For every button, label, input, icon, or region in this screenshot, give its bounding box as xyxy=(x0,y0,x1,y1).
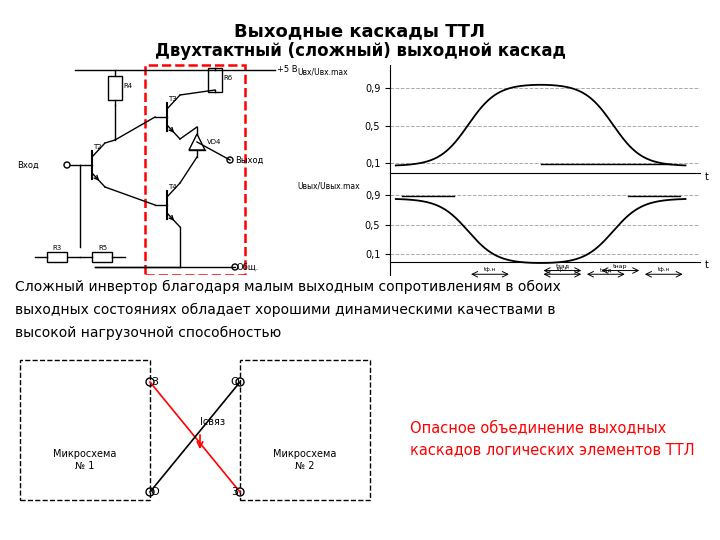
Text: R5: R5 xyxy=(98,245,107,251)
Text: R3: R3 xyxy=(53,245,62,251)
Text: Iсвяз: Iсвяз xyxy=(200,417,225,427)
Bar xyxy=(48,252,68,262)
Text: 3: 3 xyxy=(151,377,158,387)
Text: R4: R4 xyxy=(123,83,132,89)
Bar xyxy=(108,76,122,99)
Text: t: t xyxy=(704,260,708,271)
Text: R6: R6 xyxy=(223,75,233,81)
Text: O: O xyxy=(230,377,239,387)
Text: tзад: tзад xyxy=(555,264,570,268)
Text: t: t xyxy=(704,172,708,182)
Text: T3: T3 xyxy=(168,96,176,102)
Text: tзад: tзад xyxy=(600,267,612,272)
Text: 3: 3 xyxy=(232,487,238,497)
Bar xyxy=(92,252,112,262)
Bar xyxy=(208,68,222,92)
Text: Опасное объединение выходных
каскадов логических элементов ТТЛ: Опасное объединение выходных каскадов ло… xyxy=(410,420,695,457)
Bar xyxy=(20,360,150,500)
Text: O: O xyxy=(150,487,159,497)
Text: tф.с: tф.с xyxy=(557,267,568,272)
Bar xyxy=(240,360,370,500)
Text: Uвх/Uвх.max: Uвх/Uвх.max xyxy=(297,68,348,77)
Bar xyxy=(145,65,245,275)
Text: VD4: VD4 xyxy=(207,139,221,145)
Text: Микросхема
№ 2: Микросхема № 2 xyxy=(274,449,337,471)
Text: Uвых/Uвых.max: Uвых/Uвых.max xyxy=(297,181,359,191)
Text: Выходные каскады ТТЛ: Выходные каскады ТТЛ xyxy=(235,22,485,40)
Text: Общ.: Общ. xyxy=(237,262,259,272)
Text: Сложный инвертор благодаря малым выходным сопротивлениям в обоих
выходных состоя: Сложный инвертор благодаря малым выходны… xyxy=(15,280,561,340)
Text: tф.н: tф.н xyxy=(484,267,496,272)
Text: Двухтактный (сложный) выходной каскад: Двухтактный (сложный) выходной каскад xyxy=(155,42,565,60)
Text: T2: T2 xyxy=(93,144,102,150)
Text: Выход: Выход xyxy=(235,156,264,165)
Text: Микросхема
№ 1: Микросхема № 1 xyxy=(53,449,117,471)
Text: tнар: tнар xyxy=(613,264,628,268)
Text: T4: T4 xyxy=(168,184,176,190)
Text: Вход: Вход xyxy=(17,160,39,170)
Text: tф.н: tф.н xyxy=(658,267,670,272)
Text: +5 В: +5 В xyxy=(277,65,297,75)
